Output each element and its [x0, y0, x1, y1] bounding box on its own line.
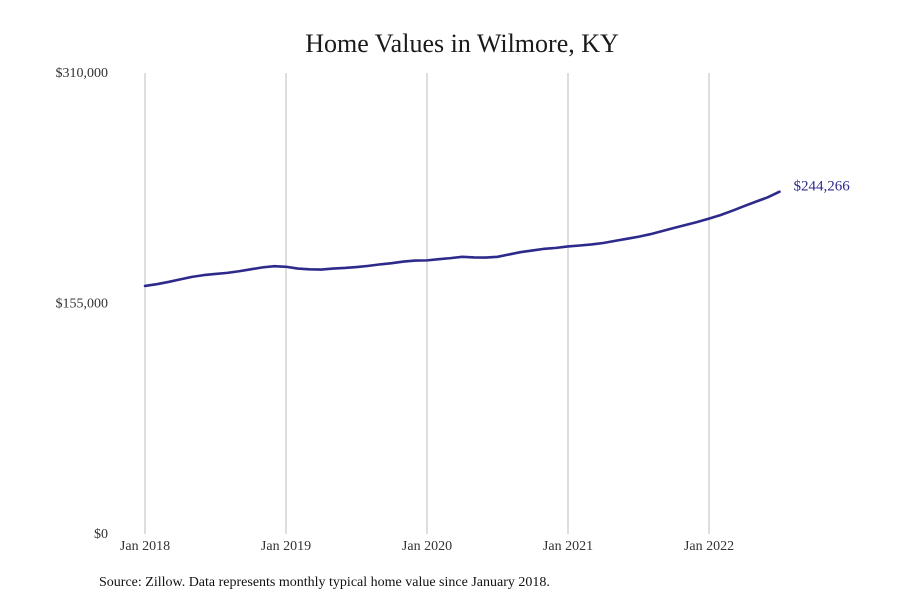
series-line	[143, 190, 781, 288]
x-tick-label: Jan 2021	[543, 539, 593, 554]
y-tick-label: $0	[94, 527, 108, 542]
vertical-gridlines	[144, 73, 710, 534]
series-end-value-label: $244,266	[794, 179, 851, 195]
x-tick-label: Jan 2022	[684, 539, 734, 554]
source-note: Source: Zillow. Data represents monthly …	[99, 575, 550, 590]
x-tick-label: Jan 2019	[261, 539, 311, 554]
x-axis-tick-labels: Jan 2018 Jan 2019 Jan 2020 Jan 2021 Jan 2022	[120, 539, 734, 554]
y-axis-tick-labels: $0 $155,000 $310,000	[56, 66, 109, 542]
chart-title: Home Values in Wilmore, KY	[305, 29, 619, 58]
y-tick-label: $310,000	[56, 66, 109, 81]
x-tick-label: Jan 2018	[120, 539, 170, 554]
series-group: $244,266	[143, 179, 851, 288]
x-tick-label: Jan 2020	[402, 539, 452, 554]
y-tick-label: $155,000	[56, 297, 109, 312]
